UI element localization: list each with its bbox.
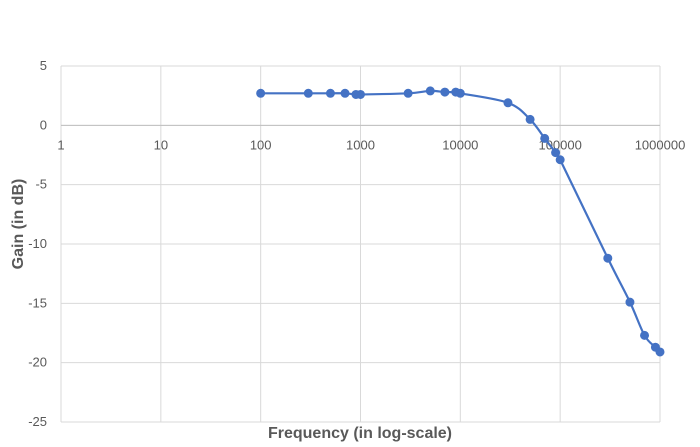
x-tick-label: 10 (154, 137, 168, 152)
series-points (256, 86, 665, 357)
data-point (340, 88, 350, 98)
data-point (625, 297, 635, 307)
x-tick-label: 100 (250, 137, 272, 152)
data-point (525, 114, 535, 124)
y-tick-label: 5 (40, 58, 47, 73)
y-axis-title: Gain (in dB) (10, 179, 27, 270)
data-point (555, 155, 565, 165)
data-point (325, 88, 335, 98)
y-tick-label: -5 (35, 177, 47, 192)
x-tick-label: 1 (57, 137, 64, 152)
y-tick-label: -10 (28, 236, 47, 251)
data-point (640, 330, 650, 340)
data-point (540, 133, 550, 143)
data-point (256, 88, 266, 98)
x-axis-title: Frequency (in log-scale) (268, 425, 452, 442)
data-point (303, 88, 313, 98)
data-point (503, 98, 513, 108)
data-point (603, 253, 613, 263)
data-point (551, 148, 561, 158)
x-tick-label: 1000000 (635, 137, 686, 152)
y-tick-label: 0 (40, 117, 47, 132)
y-tick-label: -15 (28, 295, 47, 310)
data-point (356, 89, 365, 99)
data-point (425, 86, 435, 96)
y-tick-label: -20 (28, 355, 47, 370)
data-point (455, 88, 465, 98)
data-point (440, 87, 450, 97)
x-tick-label: 1000 (346, 137, 375, 152)
x-tick-label: 100000 (538, 137, 581, 152)
x-tick-label: 10000 (442, 137, 478, 152)
chart-tick-labels: 5 0 -5 -10 -15 -20 -25 1 10 100 1000 10000 100000 100… (28, 58, 685, 429)
data-point (403, 88, 413, 98)
y-tick-label: -25 (28, 414, 47, 429)
data-point (655, 347, 665, 357)
chart-gridlines (60, 65, 661, 423)
